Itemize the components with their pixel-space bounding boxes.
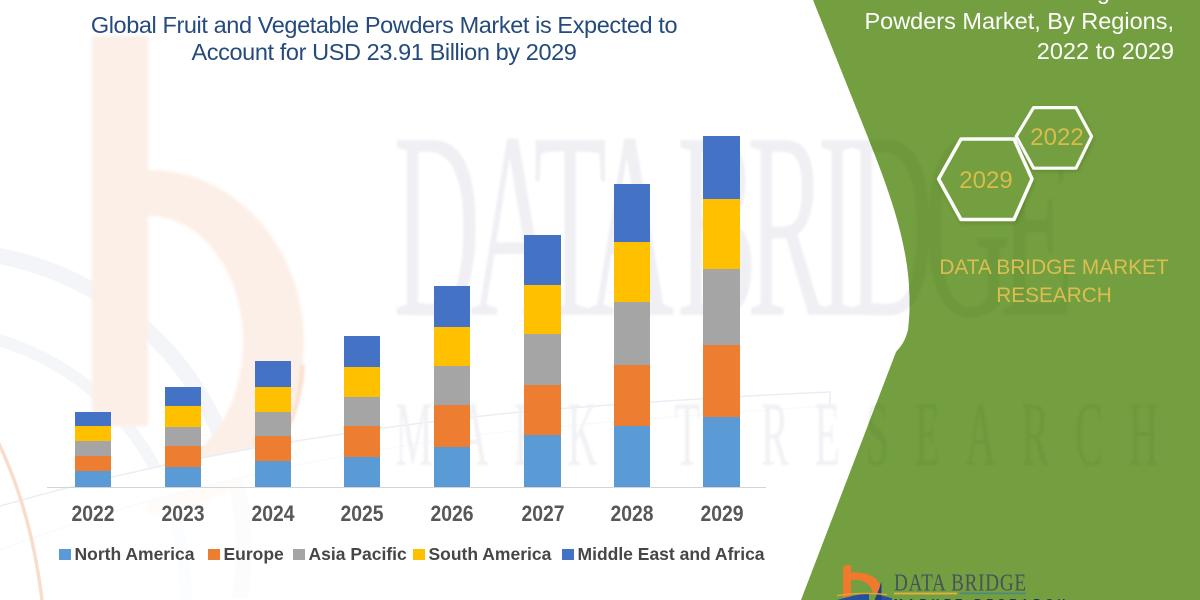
svg-text:DATA BRIDGE: DATA BRIDGE bbox=[894, 568, 1027, 596]
svg-text:MARKET RESEARCH: MARKET RESEARCH bbox=[894, 597, 1070, 600]
